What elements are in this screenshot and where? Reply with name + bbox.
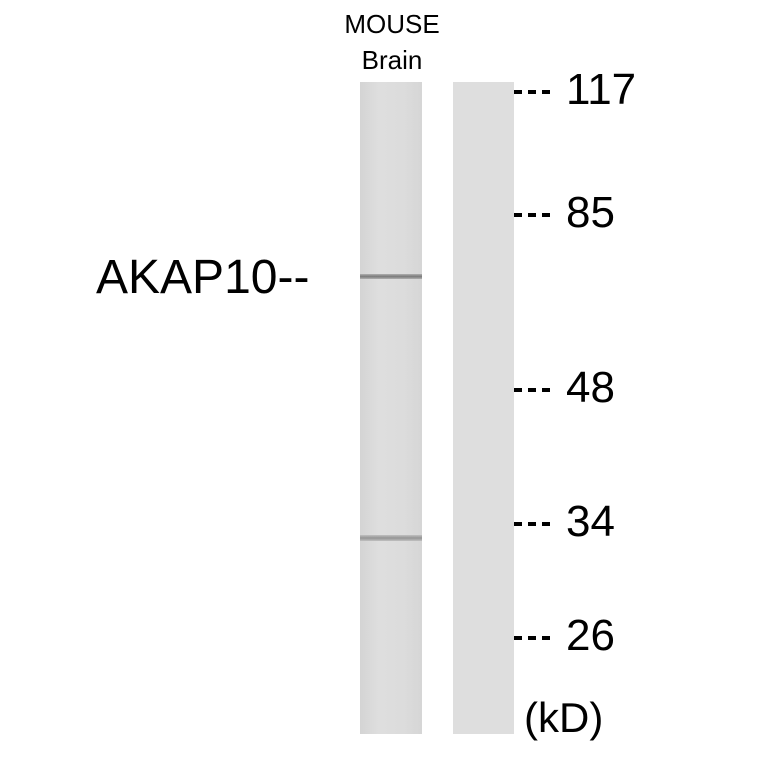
marker-48: 48 (514, 366, 615, 410)
protein-label: AKAP10-- (96, 251, 310, 304)
marker-dash (514, 388, 550, 393)
blot-lane-sample (360, 82, 422, 734)
unit-label: (kD) (524, 694, 604, 741)
marker-dash (514, 90, 550, 95)
marker-dash (514, 522, 550, 527)
marker-34: 34 (514, 500, 615, 544)
lower-band (360, 535, 422, 541)
marker-label: 26 (566, 611, 615, 660)
sample-species-label: MOUSE (344, 9, 440, 39)
marker-117: 117 (514, 68, 636, 112)
akap10-band (360, 274, 422, 279)
marker-label: 48 (566, 363, 615, 412)
marker-dash (514, 636, 550, 641)
blot-lane-control (453, 82, 514, 734)
marker-label: 34 (566, 497, 615, 546)
marker-85: 85 (514, 191, 615, 235)
marker-dash (514, 213, 550, 218)
marker-26: 26 (514, 614, 615, 658)
marker-label: 85 (566, 188, 615, 237)
sample-tissue-label: Brain (361, 45, 423, 75)
marker-label: 117 (566, 65, 637, 114)
